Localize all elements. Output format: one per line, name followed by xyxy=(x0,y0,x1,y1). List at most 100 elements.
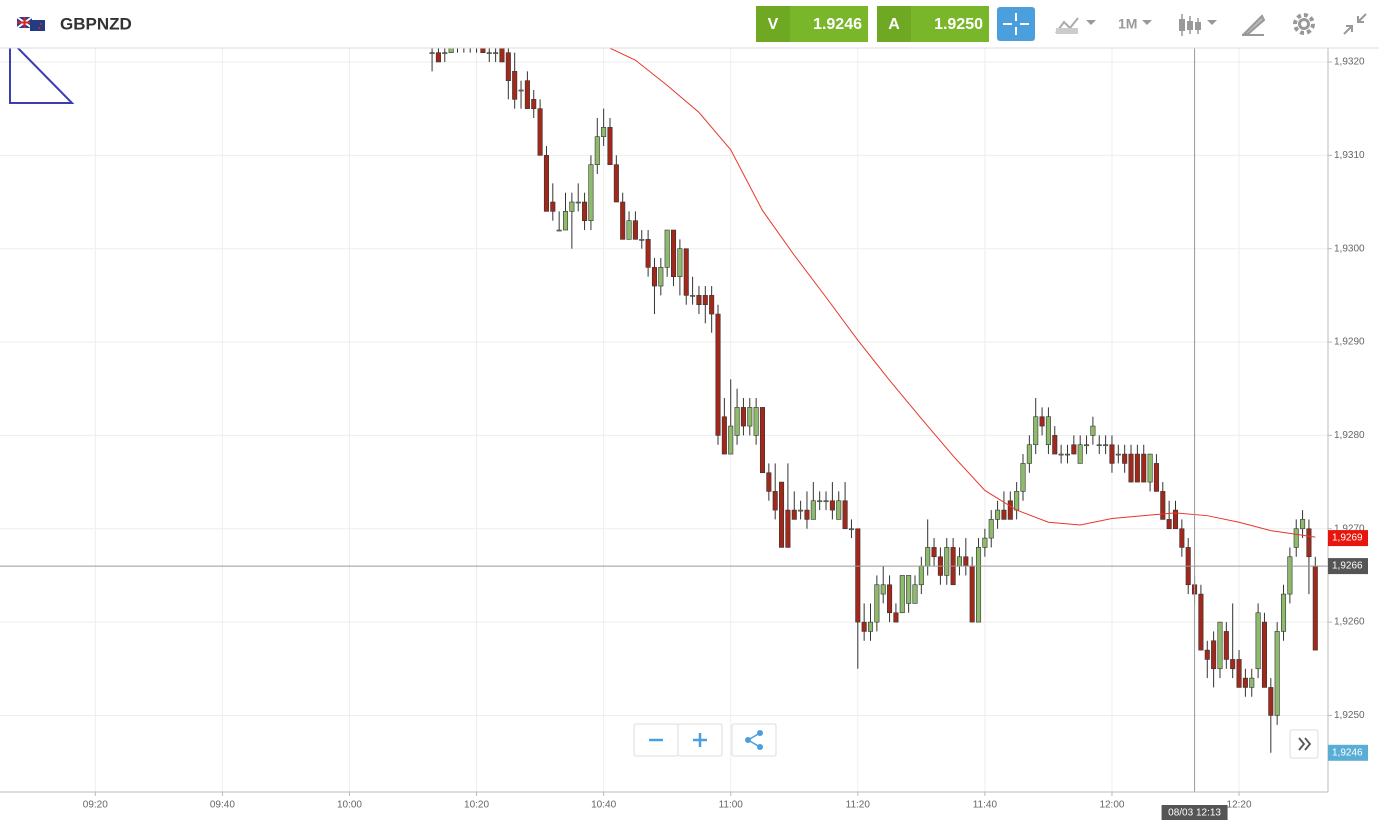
candle-body xyxy=(747,407,753,427)
y-tick-label: 1,9300 xyxy=(1334,243,1365,254)
drawn-triangle xyxy=(9,37,75,104)
candle-body xyxy=(435,52,441,63)
candle-body xyxy=(499,48,505,63)
candle-body xyxy=(429,52,435,54)
candle-body xyxy=(772,491,778,511)
candle-body xyxy=(912,584,918,604)
sell-price: 1.9246 xyxy=(813,16,862,33)
candle-body xyxy=(575,201,581,204)
chart-type-button[interactable] xyxy=(1055,17,1096,34)
price-marker xyxy=(1328,530,1368,547)
candle-body xyxy=(804,509,810,520)
candle-body xyxy=(486,52,492,54)
candle-body xyxy=(779,481,785,548)
candle-body xyxy=(1115,453,1121,456)
y-tick-label: 1,9250 xyxy=(1334,710,1365,721)
candle-body xyxy=(1172,509,1179,530)
candle-body xyxy=(1179,528,1185,548)
candle-body xyxy=(651,267,657,287)
candle-body xyxy=(976,547,982,623)
candle-body xyxy=(505,52,511,81)
candle-body xyxy=(543,155,549,212)
candle-body xyxy=(1001,509,1007,520)
candle-body xyxy=(1198,593,1204,651)
candle-body xyxy=(1141,453,1147,483)
crosshair-y-label: 1,9266 xyxy=(1332,561,1363,572)
sell-button[interactable]: V 1.9246 xyxy=(756,6,868,42)
y-tick-label: 1,9260 xyxy=(1334,617,1365,628)
candle-body xyxy=(1103,444,1109,447)
candle-body xyxy=(829,500,835,511)
candle-body xyxy=(442,52,448,54)
candle-body xyxy=(759,407,766,474)
candle-body xyxy=(855,528,861,623)
candle-body xyxy=(887,584,893,614)
buy-button[interactable]: A 1.9250 xyxy=(877,6,989,42)
candle-body xyxy=(1312,565,1318,651)
candle-body xyxy=(842,500,848,530)
candle-body xyxy=(512,71,518,100)
candle-body xyxy=(867,621,874,632)
candle-body xyxy=(1020,463,1026,492)
candle-body xyxy=(1300,519,1306,530)
candle-body xyxy=(613,164,619,203)
candle-body xyxy=(531,99,537,109)
candle-body xyxy=(798,509,804,512)
candle-body xyxy=(1293,528,1299,548)
candle-body xyxy=(1261,621,1267,688)
x-tick-label: 11:00 xyxy=(719,800,744,811)
candle-body xyxy=(995,509,1001,520)
y-tick-label: 1,9270 xyxy=(1334,523,1365,534)
candle-body xyxy=(448,48,454,53)
candle-body xyxy=(1077,444,1083,464)
candle-body xyxy=(817,500,823,503)
candle-body xyxy=(1280,593,1287,632)
zoom-out-button[interactable] xyxy=(633,723,679,757)
crosshair-button[interactable] xyxy=(997,7,1035,41)
candle-body xyxy=(791,509,797,520)
candle-body xyxy=(480,48,486,53)
candle-body xyxy=(1242,677,1248,688)
candle-body xyxy=(1306,528,1312,558)
candle-body xyxy=(493,52,499,54)
timeframe-button[interactable]: 1M xyxy=(1118,16,1152,32)
candle-body xyxy=(1166,519,1172,530)
candle-body xyxy=(766,472,772,492)
x-tick-label: 09:40 xyxy=(210,800,235,811)
settings-button[interactable] xyxy=(1293,13,1315,35)
candle-type-button[interactable] xyxy=(1179,14,1217,36)
axes: 1,9250 1,9260 1,9270 1,9280 1,9290 1,9300 1,93… xyxy=(83,57,1368,820)
candle-body xyxy=(734,407,740,436)
candle-body xyxy=(1045,416,1051,446)
candle-body xyxy=(620,201,626,240)
candle-body xyxy=(1134,453,1140,483)
share-button[interactable] xyxy=(731,723,777,757)
candle-body xyxy=(944,547,950,576)
candle-body xyxy=(1014,491,1020,511)
collapse-button[interactable] xyxy=(1343,13,1367,35)
candle-body xyxy=(925,547,931,567)
x-tick-label: 11:40 xyxy=(973,800,998,811)
timeframe: 1M xyxy=(1118,16,1137,32)
scroll-right-button[interactable] xyxy=(1289,729,1319,759)
candle-body xyxy=(740,407,746,427)
candle-body xyxy=(1268,687,1274,716)
x-tick-label: 10:20 xyxy=(464,800,489,811)
zoom-in-button[interactable] xyxy=(677,723,723,757)
draw-tool-button[interactable] xyxy=(1241,14,1266,36)
candle-body xyxy=(721,416,727,455)
candle-body xyxy=(683,248,689,296)
candle-body xyxy=(1160,491,1166,520)
candle-body xyxy=(1128,453,1134,483)
candle-body xyxy=(537,108,543,156)
candle-body xyxy=(524,80,530,109)
crosshair-x-label: 08/03 12:13 xyxy=(1168,808,1221,819)
candle-body xyxy=(715,313,721,436)
price-marker xyxy=(1328,744,1368,761)
candle-body xyxy=(1255,612,1261,670)
candle-body xyxy=(931,547,937,558)
candle-body xyxy=(1058,453,1064,456)
candle-body xyxy=(607,127,613,165)
flag-icon xyxy=(16,16,45,31)
